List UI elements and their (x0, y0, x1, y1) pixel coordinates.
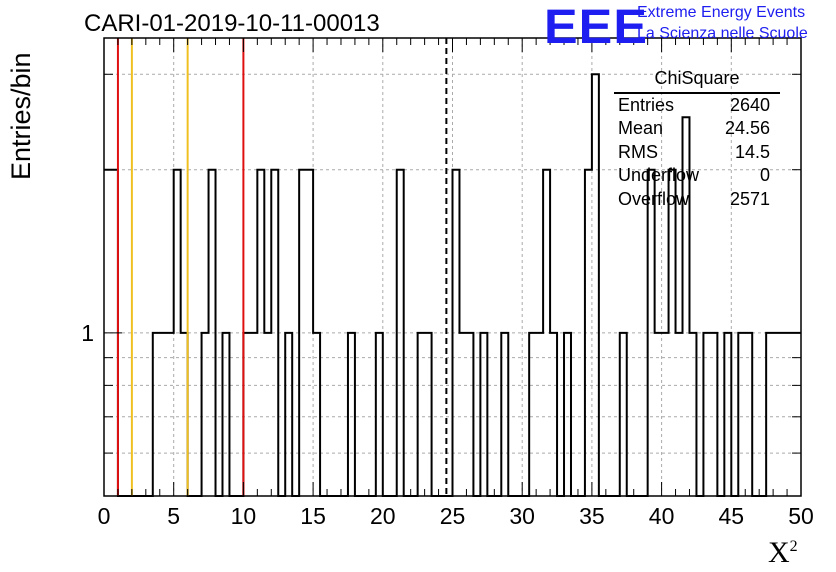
stats-row: Mean 24.56 (608, 117, 780, 140)
stats-value: 24.56 (724, 118, 770, 139)
axes: 0 5 10 15 20 25 30 35 40 45 50 1 (81, 37, 814, 529)
reference-lines (116, 38, 448, 496)
stats-value: 14.5 (734, 141, 770, 162)
x-tick-label: 40 (649, 503, 675, 529)
x-tick-label: 45 (719, 503, 745, 529)
x-tick-label: 35 (579, 503, 605, 529)
x-axis-label-superscript: 2 (789, 538, 798, 555)
stats-row: RMS 14.5 (608, 141, 780, 164)
stats-value: 2571 (729, 188, 770, 209)
stats-label: Overflow (618, 188, 690, 209)
x-tick-label: 30 (509, 503, 535, 529)
x-tick-label: 20 (370, 503, 396, 529)
x-tick-label: 10 (231, 503, 257, 529)
x-tick-label: 25 (440, 503, 466, 529)
chart-title: CARI-01-2019-10-11-00013 (84, 10, 380, 37)
stats-label: Mean (618, 118, 664, 139)
x-axis-label-base: X (768, 536, 790, 569)
stats-row: Entries 2640 (608, 94, 780, 117)
x-tick-label: 5 (167, 503, 180, 529)
logo-line-1: Extreme Energy Events (637, 4, 806, 21)
y-tick-label: 1 (81, 320, 94, 346)
x-tick-label: 15 (300, 503, 326, 529)
stats-label: Underflow (618, 165, 700, 186)
stats-row: Underflow 0 (608, 164, 780, 187)
stats-label: Entries (618, 95, 675, 115)
stats-row: Overflow 2571 (608, 188, 780, 211)
stats-title: ChiSquare (614, 68, 780, 94)
eee-logo: EEE (544, 1, 648, 54)
stats-label: RMS (618, 141, 658, 162)
logo-line-2: La Scienza nelle Scuole (637, 25, 808, 42)
x-tick-label: 50 (788, 503, 814, 529)
stats-box: ChiSquare Entries 2640 Mean 24.56 RMS 14.5 … (608, 68, 780, 211)
histogram-bin (592, 74, 599, 496)
stats-value: 0 (759, 165, 770, 186)
x-tick-label: 0 (98, 503, 111, 529)
x-axis-label: X2 (768, 536, 798, 570)
stats-value: 2640 (729, 95, 770, 115)
y-axis-label: Entries/bin (6, 52, 36, 180)
